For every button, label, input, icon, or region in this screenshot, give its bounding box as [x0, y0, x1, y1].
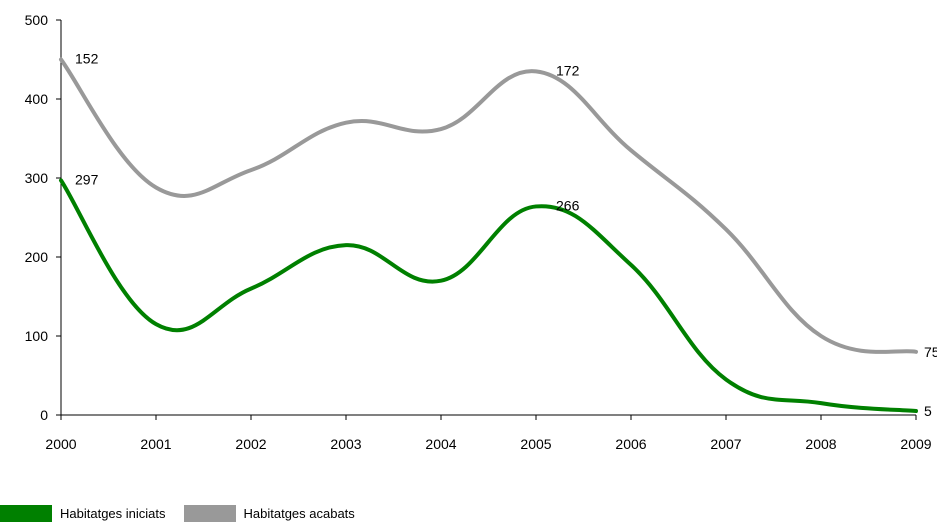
y-tick-label: 400	[25, 91, 49, 107]
legend: Habitatges iniciats Habitatges acabats	[0, 505, 373, 522]
legend-item-acabats: Habitatges acabats	[183, 505, 355, 522]
data-label: 152	[75, 51, 99, 67]
y-tick-label: 0	[40, 407, 48, 423]
legend-swatch-iniciats	[0, 505, 52, 522]
axes: 0 100 200 300 400 500 2000 2001 2002 2003 2004 2005…	[25, 12, 932, 452]
data-label: 5	[924, 403, 932, 419]
data-label: 297	[75, 171, 99, 187]
x-tick-label: 2004	[425, 436, 456, 452]
y-tick-label: 200	[25, 249, 49, 265]
y-tick-label: 100	[25, 328, 49, 344]
data-label: 266	[556, 197, 580, 213]
y-tick-label: 500	[25, 12, 49, 28]
x-tick-label: 2005	[520, 436, 551, 452]
data-labels: 297 266 5 152 172 75	[75, 51, 937, 420]
x-tick-label: 2001	[140, 436, 171, 452]
x-tick-label: 2006	[615, 436, 646, 452]
legend-swatch-acabats	[183, 505, 236, 522]
x-tick-label: 2002	[235, 436, 266, 452]
series-lines	[59, 57, 918, 414]
x-tick-label: 2009	[900, 436, 931, 452]
legend-item-iniciats: Habitatges iniciats	[0, 505, 166, 522]
x-tick-label: 2007	[710, 436, 741, 452]
legend-label-acabats: Habitatges acabats	[243, 506, 355, 521]
x-tick-label: 2000	[45, 436, 76, 452]
legend-label-iniciats: Habitatges iniciats	[60, 506, 166, 521]
data-label: 172	[556, 62, 580, 78]
y-tick-label: 300	[25, 170, 49, 186]
series-line-1	[59, 57, 918, 354]
x-tick-label: 2003	[330, 436, 361, 452]
data-label: 75	[924, 344, 937, 360]
series-line-0	[59, 178, 918, 414]
x-tick-label: 2008	[805, 436, 836, 452]
